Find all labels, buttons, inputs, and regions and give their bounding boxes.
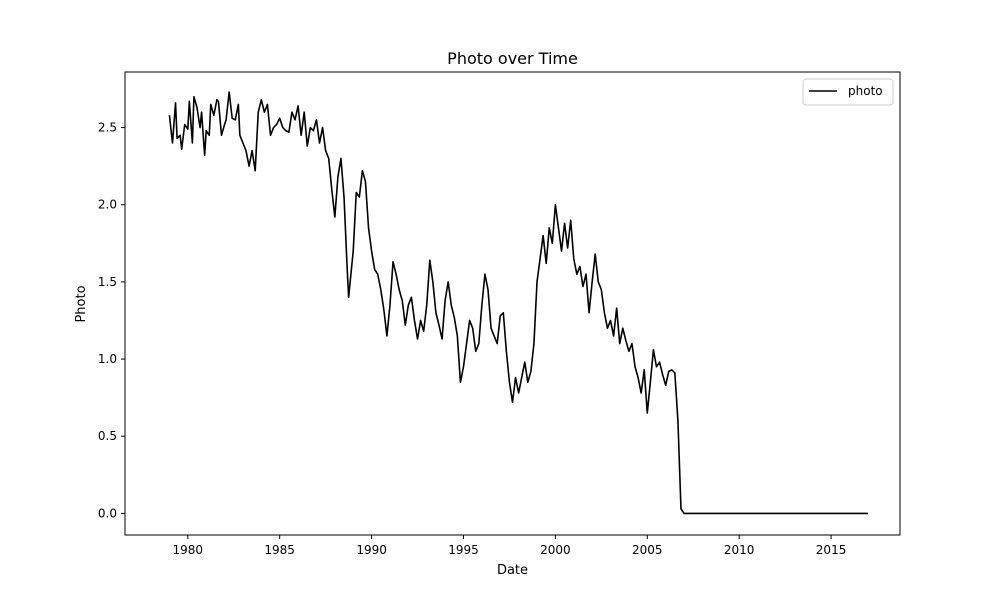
- legend: photo: [802, 78, 894, 106]
- x-axis: 1980 1985 1990 1995 2000 2005 2010 2015: [173, 535, 847, 557]
- x-tick-label: 1980: [173, 543, 204, 557]
- chart-title: Photo over Time: [447, 49, 578, 68]
- y-axis: 0.0 0.5 1.0 1.5 2.0 2.5: [98, 121, 125, 520]
- series-line-photo: [168, 91, 868, 515]
- legend-label: photo: [848, 84, 883, 98]
- x-tick-label: 2000: [540, 543, 571, 557]
- x-tick-label: 1985: [264, 543, 295, 557]
- plot-area: [124, 71, 901, 536]
- x-tick-label: 1995: [448, 543, 479, 557]
- x-axis-label: Date: [497, 563, 528, 578]
- y-tick-label: 1.0: [98, 352, 117, 366]
- x-tick-label: 2005: [632, 543, 663, 557]
- y-tick-label: 2.5: [98, 121, 117, 135]
- y-tick-label: 2.0: [98, 198, 117, 212]
- y-tick-label: 0.0: [98, 506, 117, 520]
- x-tick-label: 1990: [356, 543, 387, 557]
- y-tick-label: 1.5: [98, 275, 117, 289]
- legend-box: [802, 78, 894, 106]
- y-axis-label: Photo: [74, 285, 89, 322]
- y-tick-label: 0.5: [98, 429, 117, 443]
- x-tick-label: 2015: [816, 543, 847, 557]
- plot-frame: [124, 71, 901, 536]
- x-tick-label: 2010: [724, 543, 755, 557]
